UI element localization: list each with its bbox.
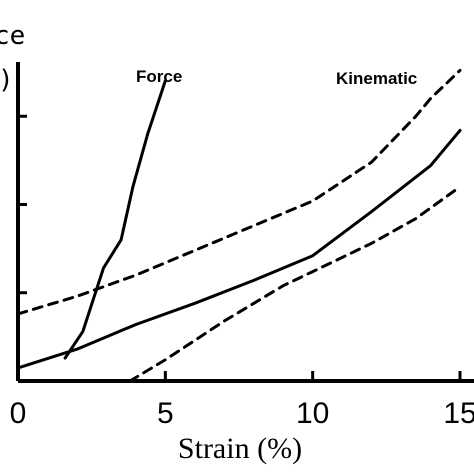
y-axis-label-fragment-0: ce xyxy=(0,21,25,51)
series-label-0: Force xyxy=(136,67,182,86)
axes xyxy=(16,62,474,383)
x-tick-label-3: 15 xyxy=(443,397,474,430)
series-line-0 xyxy=(63,79,167,360)
x-tick-label-2: 10 xyxy=(296,397,329,430)
x-axis-label: Strain (%) xyxy=(178,432,302,465)
series-label-1: Kinematic xyxy=(336,69,417,88)
x-tick-label-1: 5 xyxy=(157,397,174,430)
series-line-2 xyxy=(16,68,462,316)
series-line-1 xyxy=(16,128,462,370)
labels-layer: 0 5 10 15 Strain (%) ce) Force Kinematic xyxy=(0,21,474,465)
series-layer xyxy=(16,68,462,383)
y-axis-label-fragment-1: ) xyxy=(0,65,14,95)
series-line-3 xyxy=(128,185,462,383)
x-tick-label-0: 0 xyxy=(10,397,27,430)
